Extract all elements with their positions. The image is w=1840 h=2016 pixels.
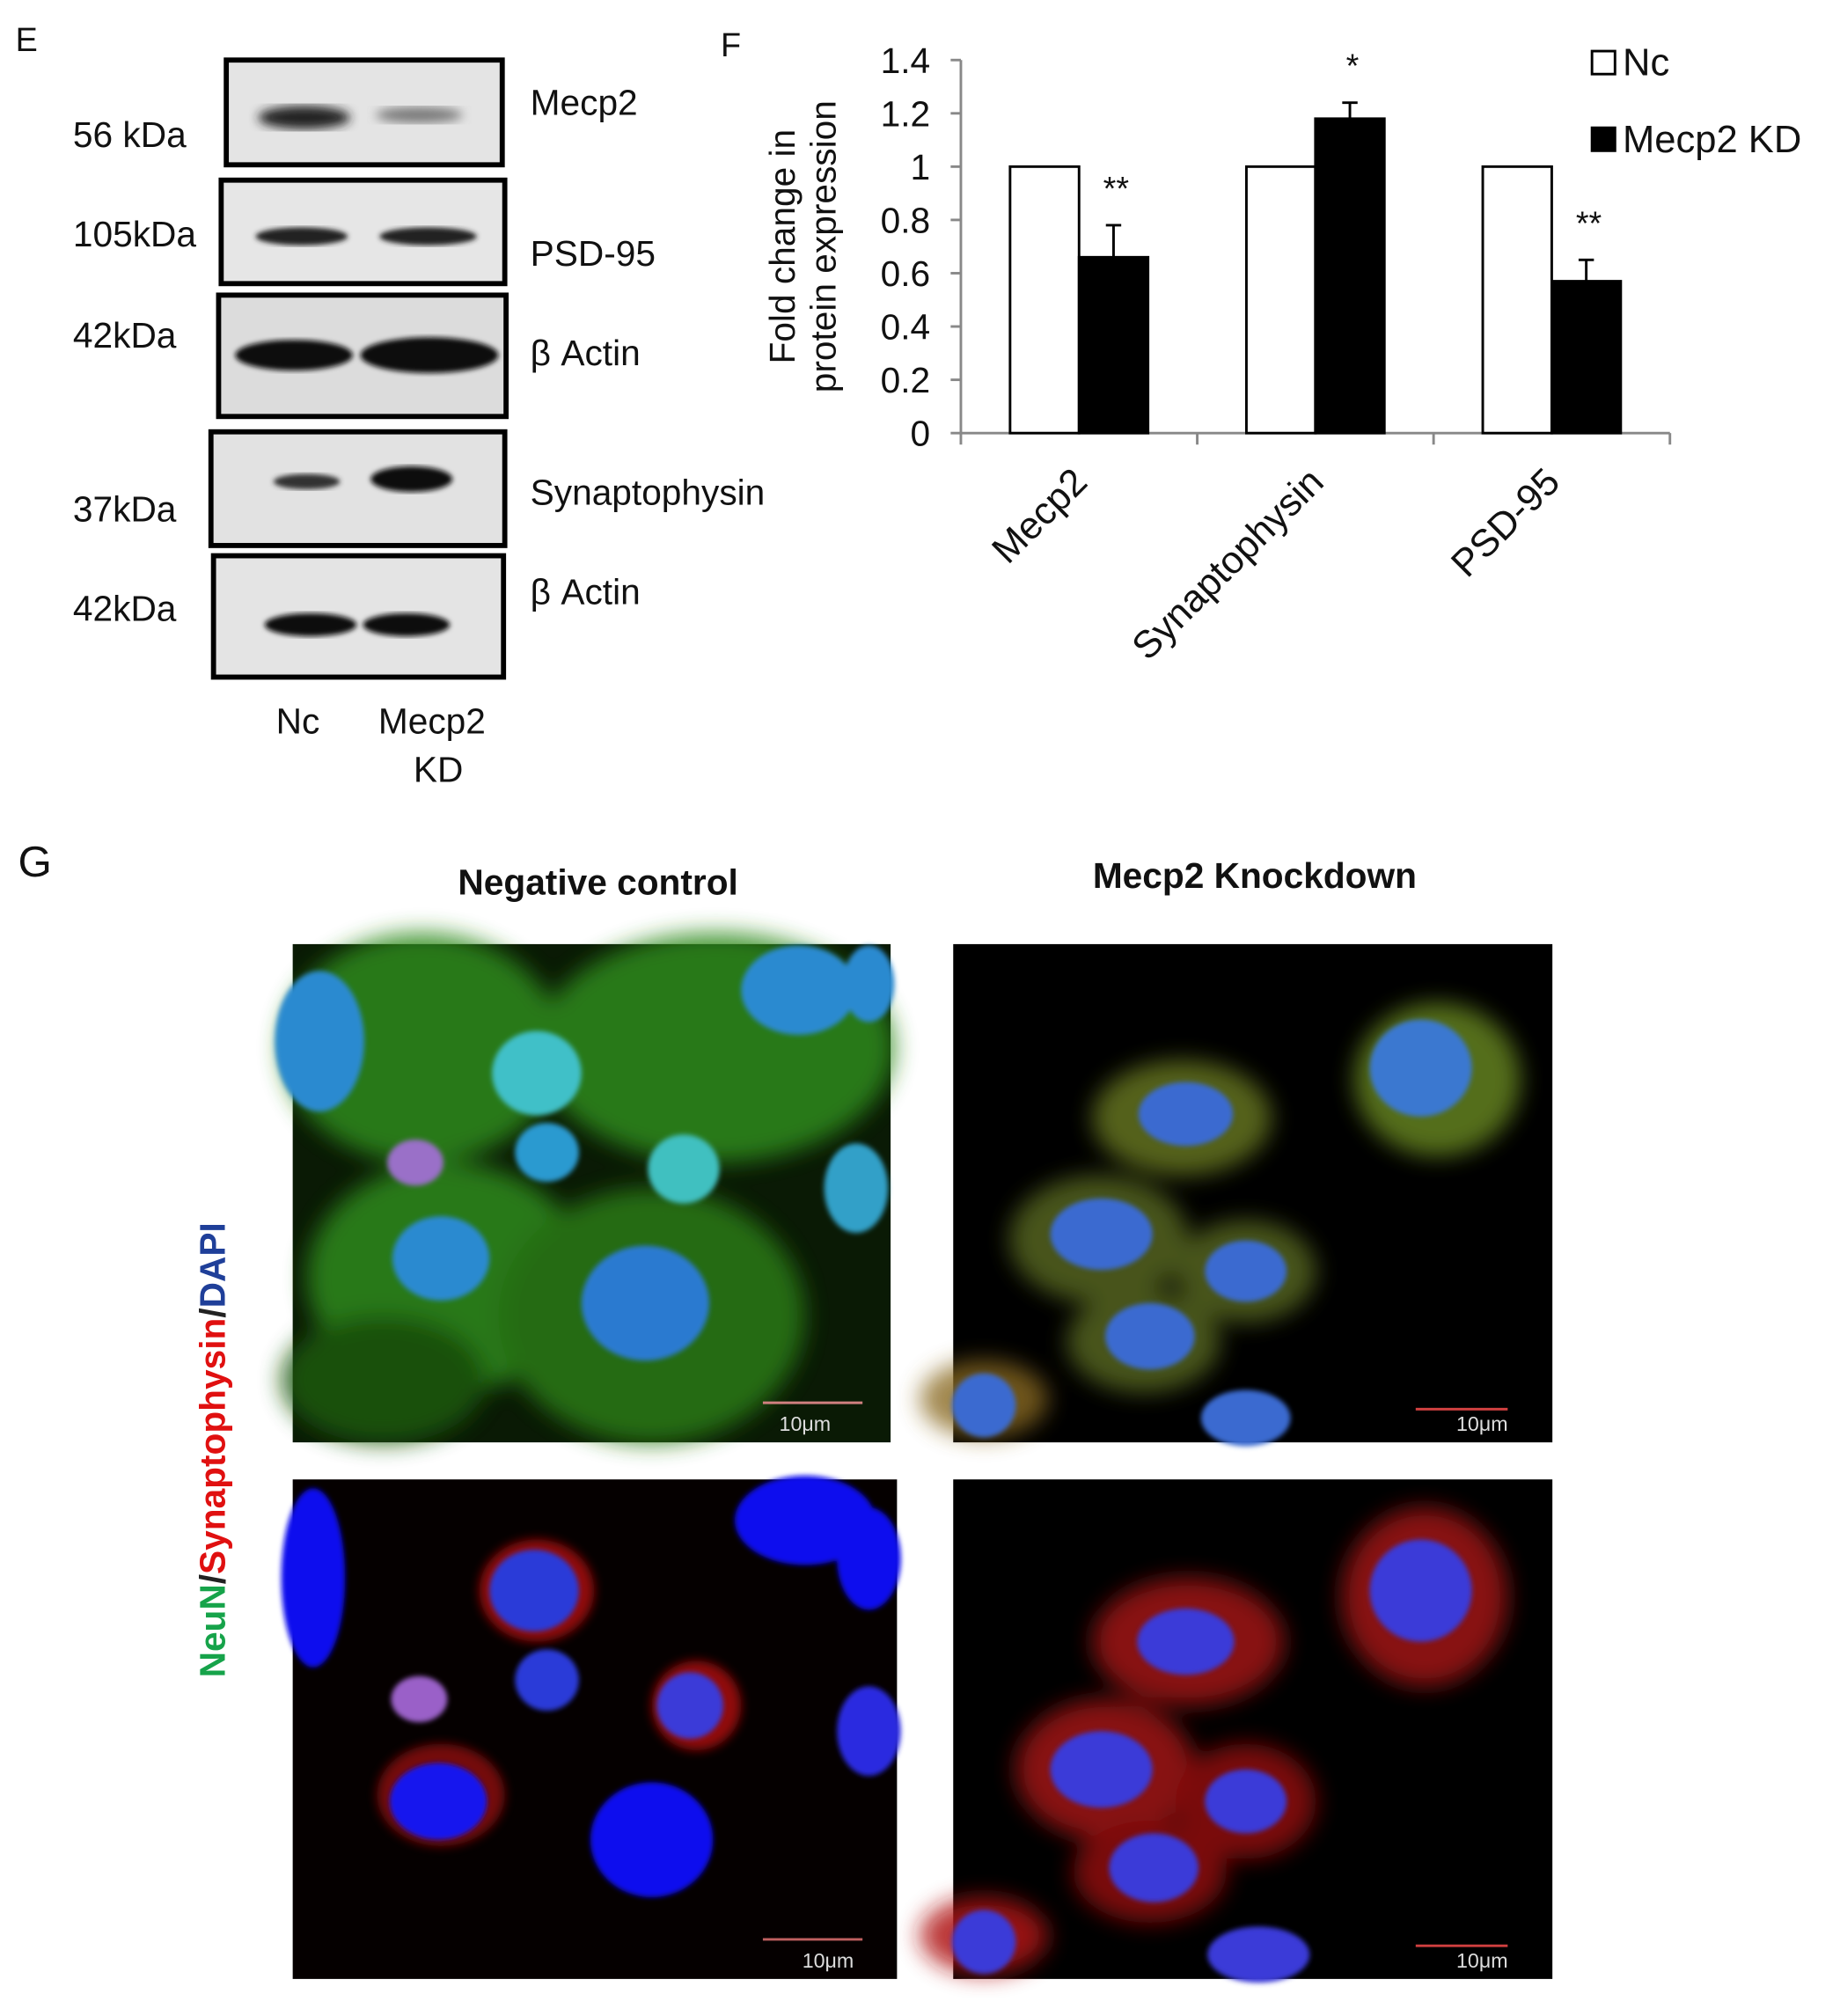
bar [1244, 165, 1317, 435]
x-tick-label: Synaptophysin [1125, 460, 1332, 668]
y-axis-label: Fold change inprotein expression [762, 100, 843, 392]
column-title: Mecp2 Knockdown [1093, 855, 1417, 896]
band [379, 227, 477, 246]
significance: * [1346, 48, 1360, 84]
stain-label: NeuN/Synaptophysin/DAPI [193, 1222, 233, 1677]
band [258, 106, 350, 129]
band [370, 466, 453, 492]
scale-bar-label: 10μm [780, 1412, 832, 1435]
x-tick-label: Mecp2 [985, 460, 1096, 571]
y-tick-label: 0.6 [881, 253, 931, 294]
band [235, 340, 353, 371]
y-tick-label: 0 [911, 414, 931, 454]
western-blots [208, 57, 509, 680]
column-title: Negative control [458, 861, 737, 902]
y-tick-label: 1.4 [881, 40, 931, 81]
legend-label: Mecp2 KD [1623, 119, 1801, 161]
y-axis-label-line: protein expression [803, 100, 844, 392]
panel-letter: G [18, 838, 52, 886]
stain-neun: NeuN [193, 1584, 233, 1677]
y-tick-label: 1 [911, 147, 931, 187]
blot-protein: β Actin [531, 333, 641, 373]
y-axis-label-line: Fold change in [762, 129, 803, 364]
lane-label: KD [414, 750, 463, 790]
x-tick-label: PSD-95 [1443, 460, 1568, 585]
scale-bar-label: 10μm [1456, 1412, 1508, 1435]
lane-label: Nc [276, 700, 320, 741]
bar [1481, 165, 1553, 435]
significance: ** [1576, 204, 1602, 241]
panel-letter: E [16, 21, 38, 58]
band [273, 473, 341, 490]
blot-protein: Mecp2 [531, 83, 638, 123]
blot-size: 56 kDa [73, 114, 187, 155]
lane-label: Mecp2 [378, 700, 486, 741]
blot-protein: Synaptophysin [531, 472, 766, 512]
panel-letter: F [721, 26, 741, 63]
bar [1314, 117, 1386, 435]
blot [208, 429, 508, 548]
scale-bar-label: 10μm [1456, 1949, 1508, 1972]
band [264, 612, 357, 637]
band [360, 337, 499, 373]
blot-size: 42kDa [73, 315, 177, 356]
band [363, 612, 451, 637]
y-tick-label: 1.2 [881, 93, 931, 134]
band [376, 106, 463, 123]
blot-size: 105kDa [73, 214, 196, 254]
micrograph [920, 1479, 1553, 1983]
separator: / [193, 1308, 233, 1317]
scale-bar-label: 10μm [803, 1949, 854, 1972]
legend-label: Nc [1623, 42, 1669, 84]
band [255, 227, 348, 246]
blot-protein: PSD-95 [531, 233, 656, 274]
legend-swatch [1590, 49, 1616, 76]
y-tick-label: 0.8 [881, 200, 931, 240]
separator: / [193, 1574, 233, 1584]
significance: ** [1103, 170, 1130, 207]
micrograph [275, 932, 895, 1444]
legend-swatch [1590, 126, 1616, 152]
bar [1008, 165, 1081, 435]
blot-size: 42kDa [73, 589, 177, 629]
stain-dapi: DAPI [193, 1222, 233, 1308]
micrograph [281, 1475, 901, 1979]
blot [210, 553, 507, 680]
blot-size: 37kDa [73, 488, 177, 529]
y-tick-label: 0.2 [881, 360, 931, 400]
bar-chart: 0 0.2 0.4 0.6 0.8 1 1.2 1.4 Fold change inprotei… [762, 40, 1801, 669]
bar [1550, 280, 1623, 435]
bar [1077, 255, 1150, 435]
micrograph [920, 943, 1553, 1447]
stain-synaptophysin: Synaptophysin [193, 1318, 233, 1574]
y-tick-label: 0.4 [881, 307, 931, 348]
blot-protein: β Actin [531, 572, 641, 612]
